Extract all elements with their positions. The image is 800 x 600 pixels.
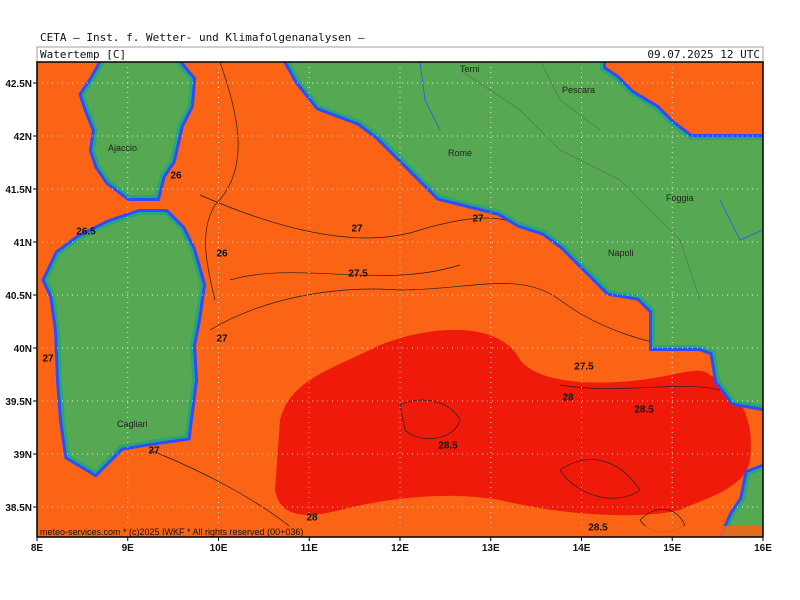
place-labels: Terni Pescara Ajaccio Rome Foggia Napoli… <box>108 64 694 429</box>
sea-red <box>275 329 751 516</box>
contour-label: 27 <box>148 446 160 457</box>
contour-label: 26 <box>216 249 228 260</box>
y-tick-label: 38.5N <box>5 503 32 514</box>
credit-band <box>37 526 763 537</box>
contour-label: 27.5 <box>574 362 594 373</box>
x-tick-label: 16E <box>754 543 772 554</box>
y-tick-label: 39N <box>14 450 32 461</box>
contour-label: 28.5 <box>588 523 608 534</box>
place-label: Ajaccio <box>108 143 137 153</box>
y-tick-label: 40.5N <box>5 291 32 302</box>
contour-label: 27 <box>216 334 228 345</box>
contour-label: 28 <box>562 393 574 404</box>
place-label: Pescara <box>562 85 595 95</box>
place-label: Foggia <box>666 193 694 203</box>
y-tick-label: 41.5N <box>5 185 32 196</box>
y-tick-label: 39.5N <box>5 397 32 408</box>
x-tick-label: 11E <box>301 543 319 554</box>
contour-labels: 26 26.5 26 27 27.5 27 27 27 27.5 28 28.5… <box>42 171 654 534</box>
contour-label: 28.5 <box>634 405 654 416</box>
contour-label: 27 <box>42 354 54 365</box>
x-tick-label: 9E <box>122 543 135 554</box>
x-tick-label: 12E <box>391 543 409 554</box>
place-label: Cagliari <box>117 419 148 429</box>
axis-labels: 8E 9E 10E 11E 12E 13E 14E 15E 16E 42.5N 42N 41.5N 41… <box>5 79 772 554</box>
contour-label: 27 <box>351 224 363 235</box>
graticule <box>37 62 763 537</box>
x-tick-label: 10E <box>210 543 228 554</box>
map-area: meteo-services.com * (c)2025 IWKF * All … <box>37 62 763 537</box>
credit: meteo-services.com * (c)2025 IWKF * All … <box>40 527 303 537</box>
valid-time: 09.07.2025 12 UTC <box>647 48 760 61</box>
contour-label: 28 <box>306 513 318 524</box>
y-tick-label: 41N <box>14 238 32 249</box>
x-tick-label: 14E <box>573 543 591 554</box>
contour-label: 27 <box>472 214 484 225</box>
header-title: CETA — Inst. f. Wetter- und Klimafolgena… <box>40 31 365 44</box>
x-tick-label: 15E <box>663 543 681 554</box>
place-label: Terni <box>460 64 480 74</box>
contour-label: 27.5 <box>348 269 368 280</box>
contour-label: 28.5 <box>438 441 458 452</box>
variable-label: Watertemp [C] <box>40 48 126 61</box>
place-label: Napoli <box>608 248 634 258</box>
contour-label: 26.5 <box>76 227 96 238</box>
place-label: Rome <box>448 148 472 158</box>
y-tick-label: 40N <box>14 344 32 355</box>
contour-label: 26 <box>170 171 182 182</box>
y-tick-label: 42N <box>14 132 32 143</box>
isotherms <box>149 62 721 536</box>
x-tick-label: 13E <box>482 543 500 554</box>
land <box>48 62 763 537</box>
x-tick-label: 8E <box>31 543 44 554</box>
y-tick-label: 42.5N <box>5 79 32 90</box>
